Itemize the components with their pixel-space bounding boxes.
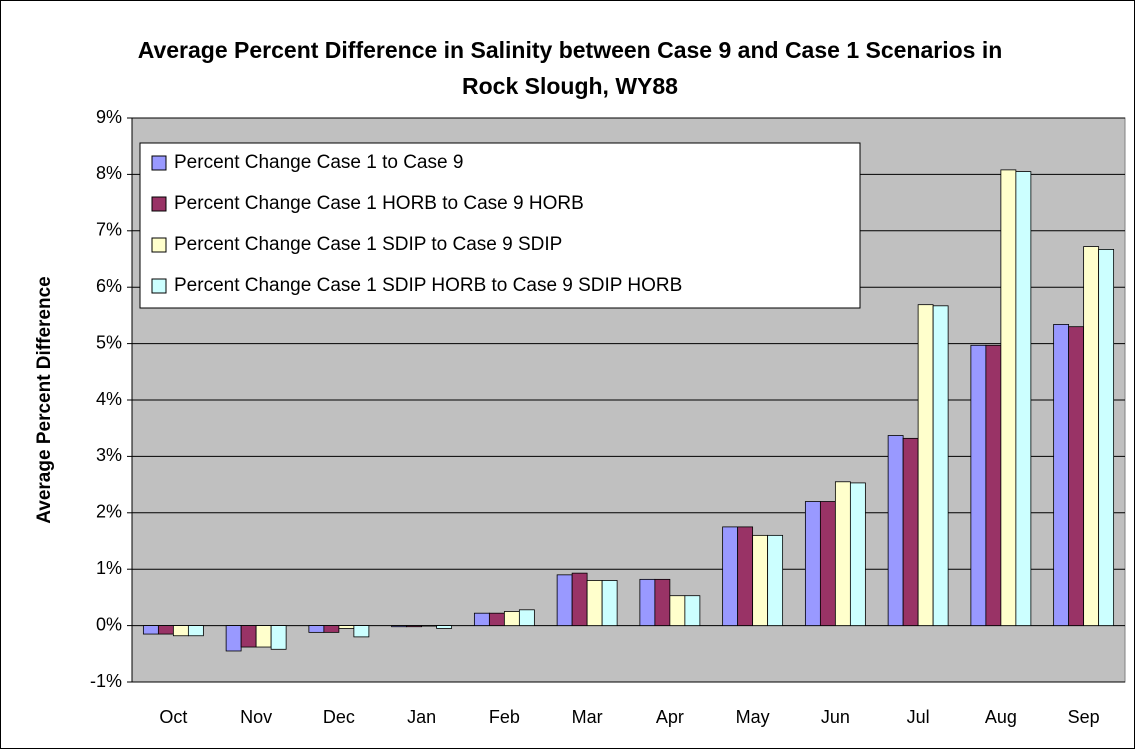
y-tick-label: 0% — [96, 614, 122, 634]
bar — [255, 625, 272, 648]
bar — [157, 625, 174, 635]
bar — [1098, 249, 1115, 626]
legend-box — [139, 142, 861, 309]
y-tick-label: 7% — [96, 220, 122, 240]
x-tick-label: Oct — [159, 707, 187, 727]
bar — [902, 437, 919, 626]
bar — [187, 625, 204, 637]
legend-swatch — [151, 278, 167, 294]
x-tick-label: Mar — [572, 707, 603, 727]
bar — [639, 578, 656, 626]
bar — [406, 625, 423, 628]
bar — [436, 625, 453, 629]
y-tick-label: 9% — [96, 107, 122, 127]
y-tick-label: 8% — [96, 163, 122, 183]
bar — [488, 612, 505, 627]
legend-label: Percent Change Case 1 SDIP HORB to Case … — [174, 275, 682, 296]
legend-swatch — [151, 155, 167, 171]
bar — [1015, 171, 1032, 626]
legend-swatch — [151, 196, 167, 212]
bar — [338, 625, 355, 629]
bar — [819, 501, 836, 626]
bar — [571, 572, 588, 627]
bar — [684, 595, 701, 627]
bar — [804, 501, 821, 626]
bar — [737, 526, 754, 627]
bar — [391, 625, 408, 628]
y-tick-label: 1% — [96, 558, 122, 578]
bar — [932, 305, 949, 627]
bar — [834, 481, 851, 627]
chart-title: Average Percent Difference in Salinity b… — [137, 37, 1003, 99]
bar — [270, 625, 287, 650]
bar — [887, 435, 904, 627]
bar — [225, 625, 242, 652]
x-tick-label: Dec — [323, 707, 355, 727]
bar — [985, 344, 1002, 627]
bar — [970, 344, 987, 627]
y-tick-label: 5% — [96, 332, 122, 352]
bar — [473, 612, 490, 627]
bar — [323, 625, 340, 633]
bar — [1083, 246, 1100, 626]
bar — [172, 625, 189, 637]
bar — [917, 304, 934, 626]
bar — [353, 625, 370, 638]
bar — [849, 482, 866, 626]
x-tick-label: Nov — [240, 707, 272, 727]
y-axis-label: Average Percent Difference — [34, 276, 55, 523]
bar — [586, 580, 603, 626]
y-tick-label: 6% — [96, 276, 122, 296]
bar — [240, 625, 257, 648]
bar — [767, 534, 784, 626]
y-tick-label: 3% — [96, 445, 122, 465]
bar — [503, 611, 520, 627]
bar — [421, 625, 438, 627]
legend-label: Percent Change Case 1 HORB to Case 9 HOR… — [174, 193, 584, 214]
bar — [669, 595, 686, 627]
bar — [752, 534, 769, 626]
bar — [1068, 326, 1085, 627]
legend-label: Percent Change Case 1 to Case 9 — [174, 152, 463, 173]
bar — [556, 574, 573, 627]
x-tick-label: Jun — [821, 707, 850, 727]
x-tick-label: Aug — [985, 707, 1017, 727]
bar — [654, 578, 671, 626]
y-tick-label: 2% — [96, 502, 122, 522]
bar — [601, 580, 618, 626]
x-tick-label: Apr — [656, 707, 684, 727]
bar — [518, 609, 535, 626]
legend-swatch — [151, 237, 167, 253]
bar — [1053, 324, 1070, 627]
bar — [142, 625, 159, 635]
x-tick-label: Jul — [907, 707, 930, 727]
x-tick-label: Sep — [1068, 707, 1100, 727]
x-tick-label: Jan — [407, 707, 436, 727]
bar — [1000, 169, 1017, 627]
bar — [308, 625, 325, 633]
legend-label: Percent Change Case 1 SDIP to Case 9 SDI… — [174, 234, 562, 255]
x-tick-label: May — [736, 707, 770, 727]
bar — [722, 526, 739, 627]
y-tick-label: 4% — [96, 389, 122, 409]
y-tick-label: -1% — [90, 671, 122, 691]
x-tick-label: Feb — [489, 707, 520, 727]
